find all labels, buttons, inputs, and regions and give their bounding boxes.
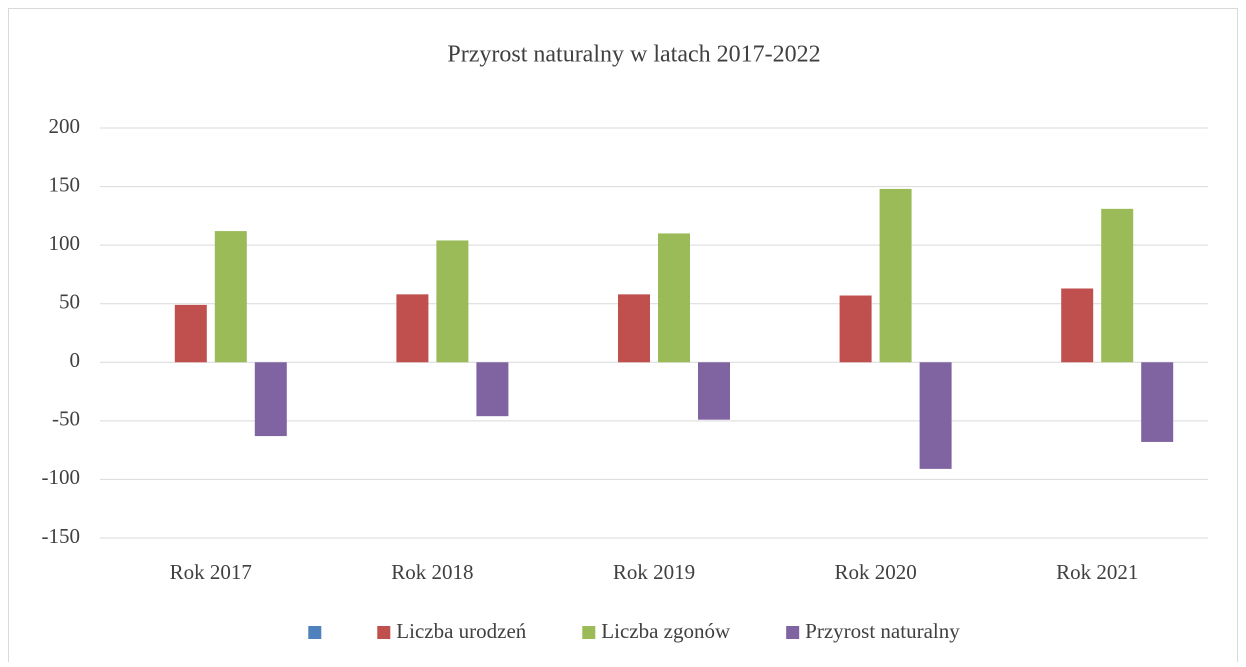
legend-label: Liczba zgonów <box>601 619 731 643</box>
bar <box>618 294 650 363</box>
legend-label: Przyrost naturalny <box>805 619 960 643</box>
x-tick-label: Rok 2017 <box>170 560 252 584</box>
bar <box>919 362 952 469</box>
bar <box>879 188 912 363</box>
y-tick-label: 200 <box>49 114 81 138</box>
y-tick-label: 50 <box>59 290 80 314</box>
bar <box>839 295 872 363</box>
legend-swatch <box>377 626 391 639</box>
bar <box>1141 362 1174 442</box>
bar <box>396 294 429 363</box>
bar <box>436 240 469 363</box>
bar <box>698 362 730 420</box>
legend-swatch <box>582 626 596 639</box>
y-tick-label: -150 <box>42 524 81 548</box>
x-tick-label: Rok 2021 <box>1056 560 1138 584</box>
y-tick-label: -50 <box>52 407 80 431</box>
legend-swatch <box>308 626 322 639</box>
y-tick-label: -100 <box>42 465 81 489</box>
y-tick-label: 150 <box>49 172 81 196</box>
x-tick-label: Rok 2018 <box>391 560 473 584</box>
bar <box>476 362 509 417</box>
bar <box>658 233 690 363</box>
legend-label: Liczba urodzeń <box>396 619 527 643</box>
bar <box>214 231 247 363</box>
bar <box>1101 208 1134 363</box>
y-tick-label: 100 <box>49 231 81 255</box>
bar <box>1061 288 1094 363</box>
bar <box>254 362 287 437</box>
y-tick-label: 0 <box>70 348 81 372</box>
x-tick-label: Rok 2020 <box>834 560 916 584</box>
x-tick-label: Rok 2019 <box>613 560 695 584</box>
legend-swatch <box>786 626 800 639</box>
bar <box>174 304 207 363</box>
chart-title: Przyrost naturalny w latach 2017-2022 <box>447 42 820 68</box>
